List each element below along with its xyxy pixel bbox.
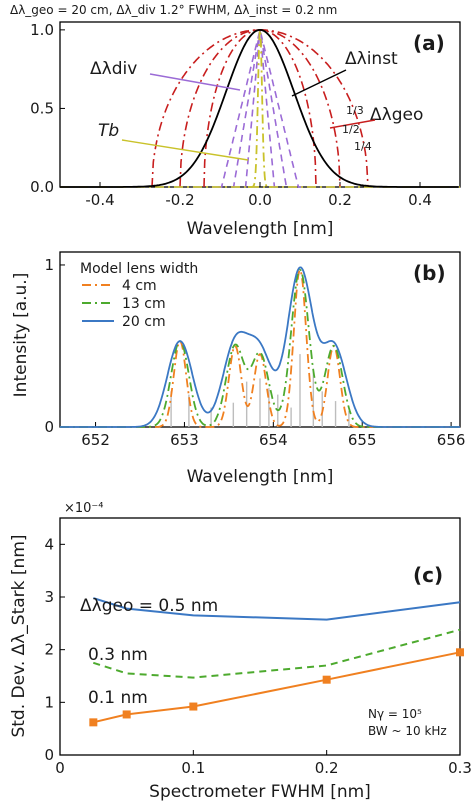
panel-a-ann-div: Δλdiv	[90, 59, 137, 79]
panel-b-xtick-label: 655	[348, 431, 377, 449]
panel-b-ytick-label: 1	[44, 256, 54, 274]
panel-a-xtick-label: 0.4	[408, 191, 432, 209]
panel-c-exponent: ×10⁻⁴	[64, 501, 104, 516]
panel-a-geo-line	[151, 29, 369, 188]
panel-c-series-label: 0.1 nm	[88, 688, 148, 708]
panel-c-series-line	[93, 597, 461, 621]
panel-a-xtick-label: 0.2	[328, 191, 352, 209]
panel-b-legend-label: 4 cm	[122, 278, 157, 294]
panel-c-series-marker	[456, 648, 464, 657]
panel-a-xtick-label: 0.0	[248, 191, 272, 209]
panel-a-ann-inst-pointer	[291, 69, 347, 97]
panel-b-legend-label: 13 cm	[122, 296, 166, 312]
panel-a-div-line	[218, 29, 302, 188]
panel-c-series-marker	[189, 702, 198, 711]
panel-c-series-line	[92, 628, 461, 679]
panel-c-series-marker	[89, 718, 98, 727]
panel-a-tag: (a)	[413, 31, 445, 55]
panel-c-tag: (c)	[413, 563, 443, 587]
panel-b-xtick-label: 653	[170, 431, 199, 449]
panel-a-ann-div-pointer	[149, 73, 241, 91]
panel-c: 0 0.1 0.2 0.3 0 1 2 3 4 Δλgeo = 0.5 nm 0.3 nm 0.1 n…	[9, 501, 472, 802]
panel-c-ytick-label: 3	[44, 588, 54, 606]
panel-c-xtick-label: 0.1	[181, 759, 205, 777]
panel-b-legend-label: 20 cm	[122, 314, 166, 330]
panel-a: -0.4 -0.2 0.0 0.2 0.4 0.0 0.5 1.0 Δλdiv Δλinst Δλg…	[30, 21, 461, 239]
panel-a-ann-half: 1/2	[342, 123, 360, 136]
panel-b-legend-title: Model lens width	[80, 261, 198, 277]
panel-c-note-1: Nγ = 10⁵	[368, 707, 422, 721]
panel-b: 652 653 654 655 656 0 1 4 cm 13 cm 20 cm (b) Wave…	[11, 251, 466, 487]
panel-c-xlabel: Spectrometer FWHM [nm]	[149, 782, 371, 802]
panel-b-tag: (b)	[413, 261, 446, 285]
panel-c-frame	[59, 517, 461, 756]
panel-a-div-line	[244, 29, 276, 188]
panel-c-series-marker	[122, 710, 131, 719]
panel-b-xtick-label: 656	[437, 431, 466, 449]
panel-c-ytick-label: 4	[44, 535, 54, 553]
panel-c-xtick-label: 0	[55, 759, 65, 777]
panel-c-xtick-label: 0.2	[315, 759, 339, 777]
panel-a-ann-geo: Δλgeo	[370, 105, 423, 125]
panel-c-ytick-label: 1	[44, 693, 54, 711]
panel-b-series-line	[60, 266, 460, 428]
panel-a-xtick-label: -0.4	[85, 191, 114, 209]
panel-a-ann-quarter: 1/4	[354, 140, 372, 153]
panel-a-ytick-label: 0.5	[30, 99, 54, 117]
panel-a-inst-line	[60, 28, 459, 188]
panel-c-series-label: Δλgeo = 0.5 nm	[80, 596, 218, 616]
panel-c-xtick-label: 0.3	[448, 759, 472, 777]
panel-b-xtick-label: 654	[259, 431, 288, 449]
panel-a-xtick-label: -0.2	[165, 191, 194, 209]
figure-header: Δλ_geo = 20 cm, Δλ_div 1.2° FWHM, Δλ_ins…	[10, 3, 337, 17]
panel-b-xtick-label: 652	[81, 431, 110, 449]
panel-c-series-label: 0.3 nm	[88, 645, 148, 665]
panel-a-ann-inst: Δλinst	[345, 49, 398, 69]
panel-a-ann-geo-pointer	[329, 119, 376, 129]
panel-a-tb-line	[248, 26, 272, 188]
panel-c-ytick-label: 0	[44, 746, 54, 764]
panel-a-ann-third: 1/3	[346, 104, 364, 117]
panel-c-note-2: BW ~ 10 kHz	[368, 724, 447, 738]
panel-a-xlabel: Wavelength [nm]	[187, 219, 334, 239]
panel-b-ytick-label: 0	[44, 418, 54, 436]
panel-a-ann-tb-pointer	[121, 139, 249, 161]
panel-b-xlabel: Wavelength [nm]	[187, 467, 334, 487]
panel-a-ytick-label: 1.0	[30, 21, 54, 39]
panel-c-ylabel: Std. Dev. Δλ_Stark [nm]	[9, 534, 29, 737]
panel-b-ylabel: Intensity [a.u.]	[11, 273, 31, 398]
panel-c-series-marker	[322, 675, 331, 684]
panel-a-ytick-label: 0.0	[30, 178, 54, 196]
panel-c-ytick-label: 2	[44, 641, 54, 659]
panel-a-ann-tb: Tb	[98, 121, 119, 141]
